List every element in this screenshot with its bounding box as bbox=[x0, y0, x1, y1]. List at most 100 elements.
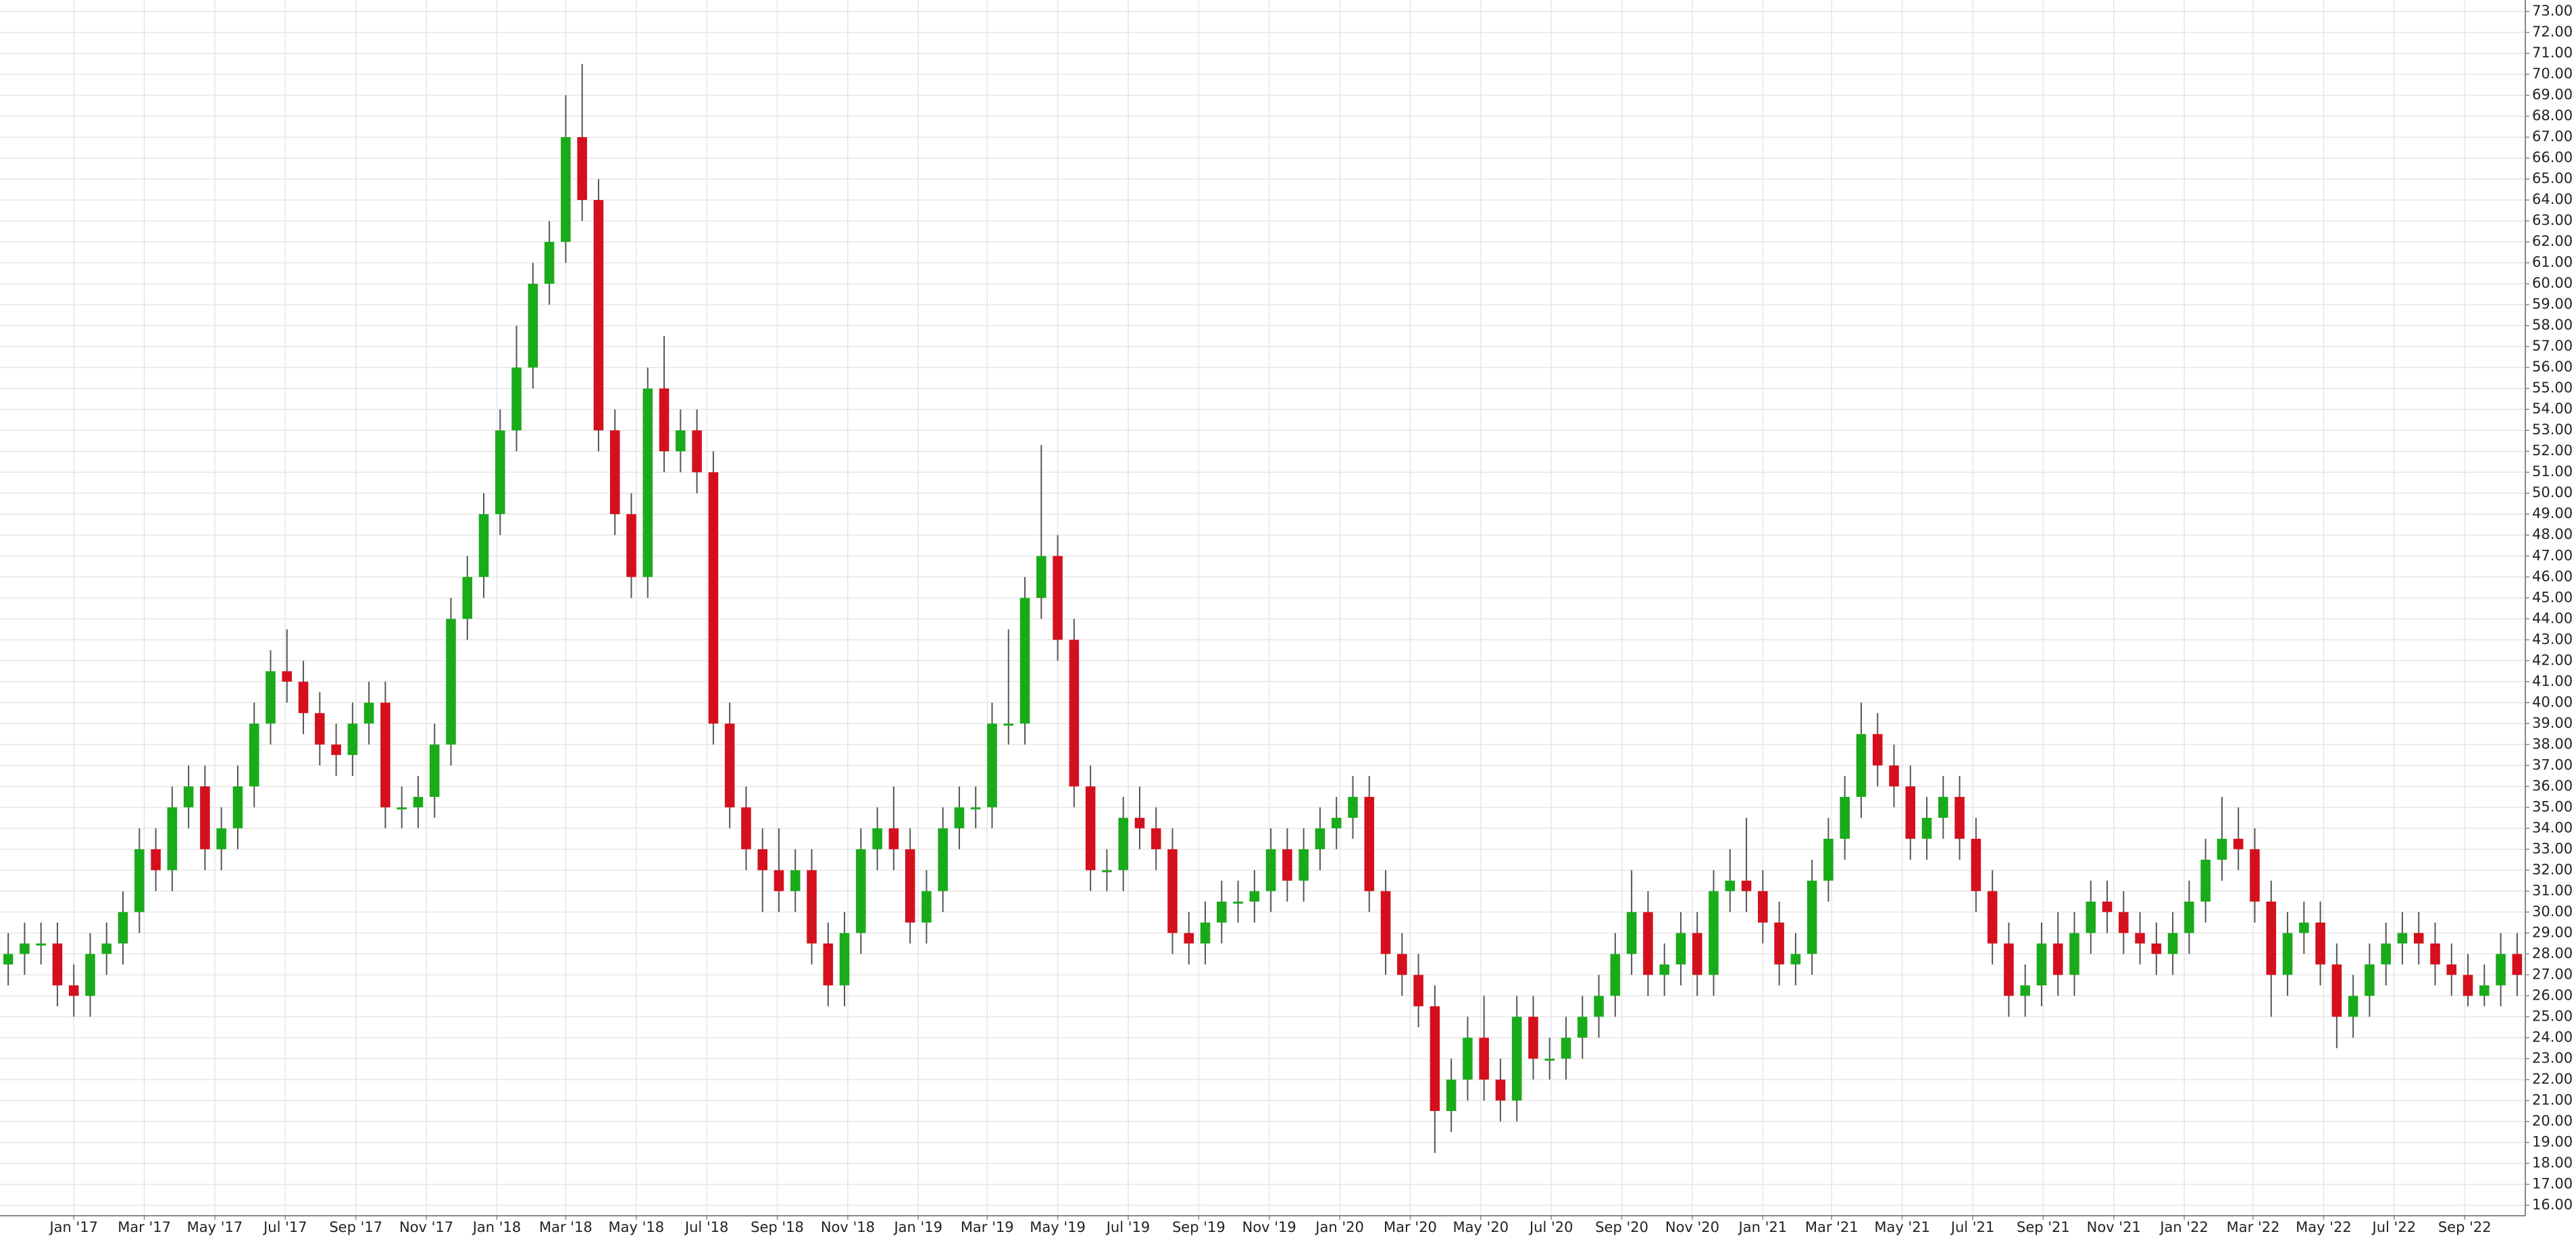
candle-body bbox=[2184, 901, 2194, 933]
candle-body bbox=[1659, 964, 1669, 975]
y-tick-label: 35.00 bbox=[2532, 798, 2573, 815]
candle-body bbox=[708, 472, 719, 724]
candle-body bbox=[2004, 943, 2014, 996]
candle-body bbox=[1397, 954, 1407, 975]
candle-body bbox=[1102, 870, 1112, 873]
candle-body bbox=[1643, 912, 1653, 975]
candle-body bbox=[823, 943, 834, 985]
y-tick-label: 30.00 bbox=[2532, 903, 2573, 919]
candle-body bbox=[511, 367, 522, 431]
candle-body bbox=[609, 430, 620, 515]
candle-body bbox=[676, 430, 686, 452]
y-tick-label: 22.00 bbox=[2532, 1071, 2573, 1087]
x-tick-label: Jan '22 bbox=[2158, 1219, 2208, 1235]
candle-body bbox=[872, 828, 882, 850]
candle-body bbox=[298, 681, 309, 713]
candle-body bbox=[1019, 598, 1030, 724]
candle-body bbox=[2020, 985, 2030, 996]
y-tick-label: 56.00 bbox=[2532, 359, 2573, 375]
y-tick-label: 54.00 bbox=[2532, 401, 2573, 417]
candle-body bbox=[413, 796, 424, 808]
candle-body bbox=[151, 849, 161, 871]
y-tick-label: 71.00 bbox=[2532, 45, 2573, 61]
x-tick-label: Nov '18 bbox=[821, 1219, 875, 1235]
candle-body bbox=[101, 943, 112, 954]
candle-body bbox=[561, 137, 571, 242]
y-tick-label: 44.00 bbox=[2532, 610, 2573, 626]
candle-body bbox=[1118, 817, 1128, 871]
candle-body bbox=[2365, 964, 2375, 996]
x-tick-label: Jan '18 bbox=[472, 1219, 522, 1235]
candle-body bbox=[1905, 786, 1916, 839]
candle-body bbox=[1053, 556, 1063, 640]
candle-body bbox=[1561, 1037, 1571, 1059]
candle-body bbox=[1200, 922, 1211, 944]
candle-body bbox=[1594, 996, 1604, 1017]
y-tick-label: 51.00 bbox=[2532, 463, 2573, 480]
y-tick-label: 66.00 bbox=[2532, 149, 2573, 165]
candle-body bbox=[954, 807, 965, 829]
candle-body bbox=[626, 514, 636, 577]
x-tick-label: Jul '17 bbox=[262, 1219, 307, 1235]
candle-body bbox=[315, 713, 325, 745]
candle-body bbox=[724, 723, 735, 808]
x-tick-label: Mar '19 bbox=[961, 1219, 1014, 1235]
candle-body bbox=[1675, 933, 1686, 964]
candle-body bbox=[216, 828, 226, 850]
candle-body bbox=[807, 870, 817, 944]
candle-body bbox=[2266, 901, 2277, 975]
x-tick-label: Mar '22 bbox=[2227, 1219, 2280, 1235]
y-tick-label: 58.00 bbox=[2532, 317, 2573, 333]
candle-body bbox=[1446, 1079, 1457, 1111]
candle-body bbox=[1987, 891, 1998, 944]
candle-body bbox=[249, 723, 259, 787]
candle-body bbox=[1134, 817, 1145, 829]
candle-body bbox=[1430, 1006, 1440, 1111]
x-tick-label: Sep '18 bbox=[751, 1219, 804, 1235]
y-tick-label: 49.00 bbox=[2532, 505, 2573, 521]
candle-body bbox=[1233, 901, 1243, 904]
x-tick-label: May '20 bbox=[1453, 1219, 1509, 1235]
candle-body bbox=[1709, 891, 1719, 975]
candle-body bbox=[200, 786, 210, 850]
candle-body bbox=[2102, 901, 2113, 912]
x-tick-label: Sep '19 bbox=[1172, 1219, 1226, 1235]
candle-body bbox=[1463, 1037, 1473, 1080]
candle-body bbox=[2119, 912, 2129, 933]
candle-body bbox=[1331, 817, 1342, 829]
candle-body bbox=[2446, 964, 2457, 975]
candle-body bbox=[1413, 975, 1423, 1006]
candle-body bbox=[347, 723, 358, 755]
candle-body bbox=[1348, 796, 1358, 818]
candle-body bbox=[921, 891, 932, 923]
axis-labels: 16.00 17.00 18.00 19.00 20.00 21.00 22.00 23.00… bbox=[48, 3, 2573, 1235]
y-tick-label: 21.00 bbox=[2532, 1091, 2573, 1108]
candle-body bbox=[905, 849, 915, 923]
y-tick-label: 39.00 bbox=[2532, 715, 2573, 731]
grid bbox=[0, 0, 2525, 1216]
candle-body bbox=[1889, 765, 1899, 787]
candle-body bbox=[68, 985, 79, 996]
y-tick-label: 46.00 bbox=[2532, 568, 2573, 584]
candle-body bbox=[790, 870, 801, 892]
y-tick-label: 50.00 bbox=[2532, 484, 2573, 500]
candle-body bbox=[429, 744, 440, 797]
x-tick-label: Jul '19 bbox=[1105, 1219, 1151, 1235]
y-tick-label: 55.00 bbox=[2532, 380, 2573, 396]
candle-body bbox=[1758, 891, 1768, 923]
candle-body bbox=[987, 723, 997, 808]
candle-body bbox=[757, 849, 767, 871]
candle-body bbox=[1725, 880, 1736, 892]
y-tick-label: 48.00 bbox=[2532, 526, 2573, 542]
y-tick-label: 63.00 bbox=[2532, 212, 2573, 228]
candle-body bbox=[1511, 1016, 1522, 1101]
candle-body bbox=[528, 284, 538, 368]
x-tick-label: Nov '17 bbox=[399, 1219, 453, 1235]
y-tick-label: 57.00 bbox=[2532, 338, 2573, 354]
y-tick-label: 62.00 bbox=[2532, 233, 2573, 249]
y-tick-label: 43.00 bbox=[2532, 631, 2573, 647]
x-tick-label: Jan '17 bbox=[48, 1219, 98, 1235]
candle-body bbox=[1856, 733, 1867, 797]
candle-body bbox=[462, 577, 473, 619]
candle-body bbox=[380, 702, 390, 808]
